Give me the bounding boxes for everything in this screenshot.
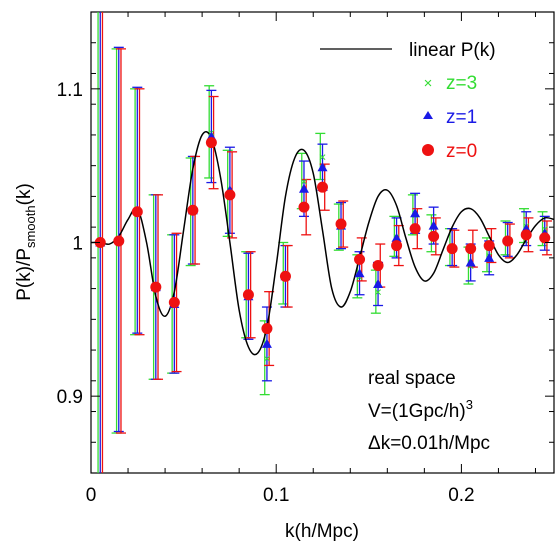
annotation-box: real space V=(1Gpc/h)3 Δk=0.01h/Mpc — [368, 368, 490, 454]
marker-triangle-z=1 — [298, 183, 309, 193]
marker-circle-z=0 — [428, 230, 440, 242]
marker-circle-z=0 — [502, 235, 514, 247]
marker-circle-z=0 — [150, 281, 162, 293]
marker-circle-z=0 — [224, 189, 236, 201]
marker-circle-z=0 — [279, 270, 291, 282]
marker-circle-z=0 — [187, 204, 199, 216]
marker-x-z=3: × — [263, 351, 271, 366]
annotation-volume-exponent: 3 — [466, 397, 473, 412]
y-tick-label: 1 — [72, 234, 83, 255]
error-bars-layer — [97, 12, 552, 473]
marker-circle-z=0 — [317, 181, 328, 193]
marker-circle-z=0 — [409, 223, 421, 235]
annotation-real-space: real space — [368, 368, 456, 389]
x-axis-label: k(h/Mpc) — [285, 521, 359, 542]
legend-z0-label: z=0 — [446, 141, 477, 162]
y-axis-label: P(k)/Psmooth(k) — [14, 183, 38, 301]
legend-z1-label: z=1 — [446, 107, 477, 128]
marker-circle-z=0 — [335, 218, 347, 230]
legend-linear-label: linear P(k) — [409, 40, 496, 61]
marker-x-z=3: × — [319, 149, 327, 164]
annotation-volume-text: V=(1Gpc/h) — [368, 401, 466, 422]
legend-z3-marker: × — [424, 75, 433, 92]
annotation-bin-width: Δk=0.01h/Mpc — [368, 433, 490, 454]
linear-pk-curve — [91, 131, 554, 356]
marker-triangle-z=1 — [261, 338, 272, 348]
marker-x-z=3: × — [300, 174, 308, 189]
marker-circle-z=0 — [372, 260, 384, 272]
marker-triangle-z=1 — [391, 232, 402, 242]
marker-triangle-z=1 — [484, 252, 495, 262]
marker-circle-z=0 — [465, 243, 477, 255]
y-axis-label-tail: (k) — [14, 183, 35, 205]
marker-triangle-z=1 — [410, 208, 421, 218]
legend-z1-marker — [423, 111, 433, 119]
marker-triangle-z=1 — [428, 220, 439, 230]
marker-circle-z=0 — [261, 323, 273, 335]
marker-x-z=3: × — [374, 285, 382, 300]
marker-circle-z=0 — [205, 137, 217, 149]
y-tick-label: 0.9 — [57, 387, 83, 408]
x-tick-label: 0.2 — [448, 485, 474, 506]
marker-circle-z=0 — [131, 206, 143, 218]
axis-ticks: 0 0.1 0.2 0.9 1 1.1 — [57, 12, 554, 506]
marker-circle-z=0 — [483, 240, 495, 252]
marker-circle-z=0 — [446, 243, 458, 255]
marker-circle-z=0 — [391, 240, 403, 252]
plot-area: ××××××××××××××××××××××××× — [90, 11, 555, 474]
marker-triangle-z=1 — [465, 257, 476, 267]
legend: linear P(k) × z=3 z=1 z=0 — [320, 40, 496, 162]
marker-triangle-z=1 — [317, 162, 328, 172]
marker-triangle-z=1 — [354, 268, 365, 278]
y-tick-label: 1.1 — [57, 80, 83, 101]
y-axis-label-main: P(k)/P — [14, 248, 35, 301]
marker-circle-z=0 — [354, 253, 366, 265]
marker-circle-z=0 — [168, 296, 180, 308]
marker-circle-z=0 — [298, 201, 310, 213]
y-axis-label-subscript: smooth — [23, 205, 38, 248]
marker-circle-z=0 — [242, 289, 254, 301]
marker-circle-z=0 — [520, 229, 532, 241]
marker-circle-z=0 — [94, 237, 106, 248]
x-tick-label: 0 — [86, 485, 97, 506]
legend-z0-marker — [422, 144, 434, 156]
x-tick-label: 0.1 — [263, 485, 289, 506]
annotation-volume: V=(1Gpc/h)3 — [368, 397, 473, 422]
markers-layer: ××××××××××××××××××××××××× — [94, 125, 551, 366]
marker-circle-z=0 — [113, 235, 125, 247]
marker-triangle-z=1 — [373, 278, 384, 288]
marker-circle-z=0 — [539, 232, 551, 244]
plot-frame — [90, 11, 555, 474]
legend-z3-label: z=3 — [446, 73, 477, 94]
